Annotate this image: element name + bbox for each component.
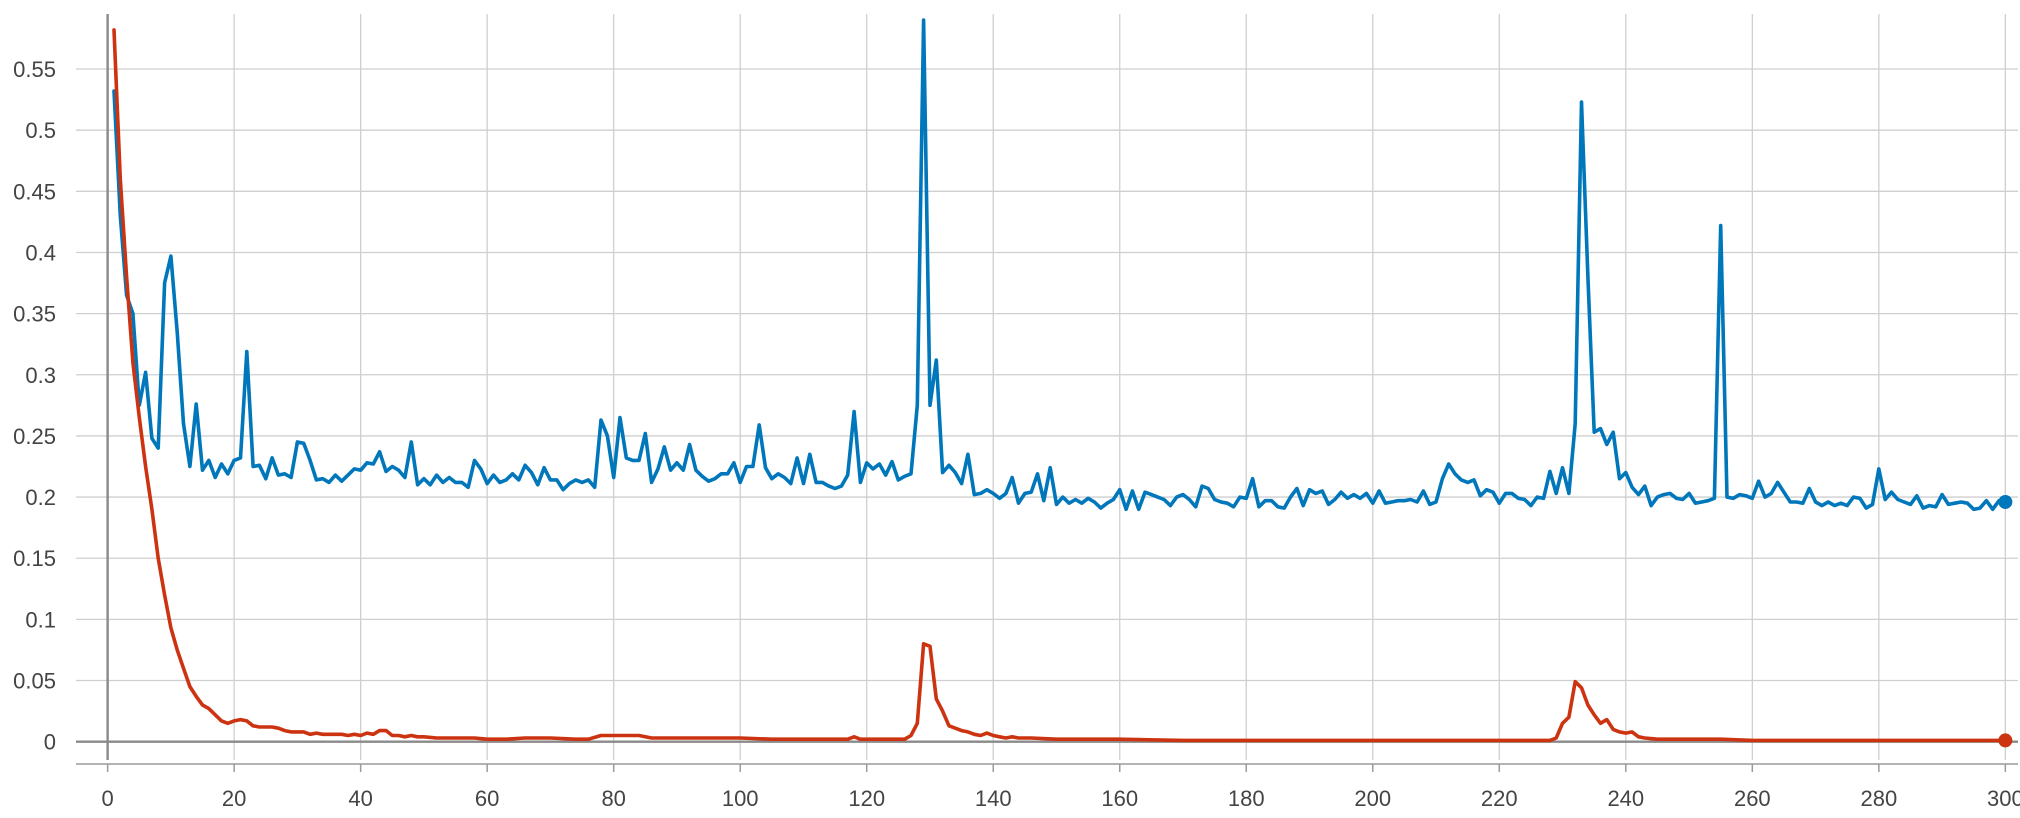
x-tick-label: 160 [1101, 786, 1138, 811]
x-tick-label: 220 [1481, 786, 1518, 811]
series-end-marker-1[interactable] [1998, 494, 2013, 509]
y-tick-label: 0.2 [25, 485, 56, 510]
y-tick-label: 0.15 [13, 546, 56, 571]
series-end-marker-2[interactable] [1998, 733, 2013, 748]
x-tick-label: 260 [1734, 786, 1771, 811]
tick-labels: 0 0.05 0.1 0.15 0.2 0.25 0.3 0.35 0.4 0.45 0.5 0.55… [13, 57, 2020, 811]
y-tick-label: 0.3 [25, 363, 56, 388]
y-tick-label: 0.5 [25, 118, 56, 143]
y-tick-label: 0.55 [13, 57, 56, 82]
x-tick-label: 240 [1607, 786, 1644, 811]
x-tick-label: 200 [1354, 786, 1391, 811]
x-tick-label: 300 [1987, 786, 2020, 811]
grid [76, 14, 2018, 760]
y-tick-label: 0.1 [25, 607, 56, 632]
series-lines [112, 18, 2008, 743]
y-tick-label: 0.4 [25, 240, 56, 265]
x-tick-label: 140 [975, 786, 1012, 811]
y-tick-label: 0.05 [13, 669, 56, 694]
y-tick-label: 0.35 [13, 302, 56, 327]
series-line-2 [112, 28, 2008, 743]
x-tick-label: 20 [222, 786, 246, 811]
series-line-1 [112, 18, 2008, 512]
axes [76, 14, 2018, 772]
x-tick-label: 0 [102, 786, 114, 811]
y-tick-label: 0 [44, 730, 56, 755]
x-tick-label: 120 [848, 786, 885, 811]
x-tick-label: 60 [475, 786, 499, 811]
x-tick-label: 40 [348, 786, 372, 811]
x-tick-label: 80 [601, 786, 625, 811]
y-tick-label: 0.25 [13, 424, 56, 449]
y-tick-label: 0.45 [13, 179, 56, 204]
x-tick-label: 100 [722, 786, 759, 811]
x-tick-label: 280 [1860, 786, 1897, 811]
end-markers [1998, 494, 2013, 748]
x-tick-label: 180 [1228, 786, 1265, 811]
